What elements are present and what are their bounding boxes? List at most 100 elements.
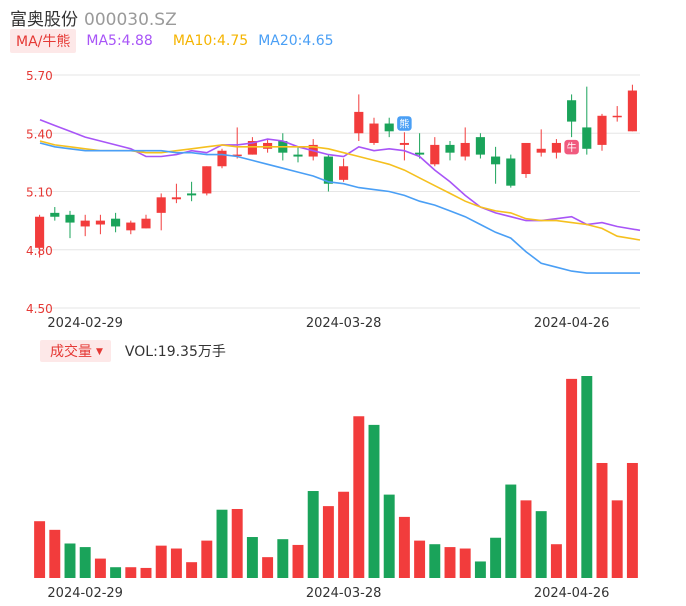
candle-body xyxy=(95,220,105,225)
signal-badge xyxy=(562,138,581,156)
candle-body xyxy=(293,154,303,157)
volume-bar xyxy=(581,376,593,578)
ma10-line xyxy=(39,140,641,241)
volume-bar xyxy=(566,378,578,578)
ma5-line xyxy=(39,118,641,232)
volume-bar xyxy=(216,509,228,578)
stock-code: 000030.SZ xyxy=(84,10,177,30)
volume-bar xyxy=(246,537,258,578)
volume-bar xyxy=(383,494,395,578)
ma5-label: MA5:4.88 xyxy=(86,33,153,49)
candle-body xyxy=(111,218,121,227)
volume-bar xyxy=(444,547,456,578)
candle-body xyxy=(323,156,333,184)
candle-body xyxy=(612,115,622,118)
volume-bar xyxy=(307,491,319,578)
volume-bars xyxy=(34,376,638,578)
volume-x-tick-label: 2024-04-26 xyxy=(534,586,610,601)
volume-indicator-dropdown[interactable]: 成交量 ▼ xyxy=(40,340,111,362)
volume-bar xyxy=(34,521,46,578)
stock-title: 富奥股份 000030.SZ xyxy=(10,5,177,30)
volume-x-tick-label: 2024-02-29 xyxy=(47,586,123,601)
candle-body xyxy=(521,142,531,175)
volume-bar xyxy=(170,548,182,578)
price-tick-label: 5.40 xyxy=(26,127,53,141)
ma-lines xyxy=(39,118,641,274)
volume-bar xyxy=(277,539,289,578)
price-tick-label: 4.50 xyxy=(26,302,53,316)
price-tick-label: 5.70 xyxy=(26,69,53,83)
candle-body xyxy=(141,218,151,229)
volume-bar xyxy=(94,558,106,578)
ma-toggle-button[interactable]: MA/牛熊 xyxy=(10,29,77,53)
volume-legend: 成交量 ▼ VOL:19.35万手 xyxy=(40,340,226,362)
candlestick-series xyxy=(35,84,637,258)
signal-label: 牛 xyxy=(567,141,577,154)
price-axis: 5.705.405.104.804.50 xyxy=(26,69,53,316)
caret-down-icon: ▼ xyxy=(96,347,103,357)
price-x-axis: 2024-02-29 2024-03-28 2024-04-26 xyxy=(47,316,609,331)
candle-body xyxy=(156,197,166,213)
volume-bar xyxy=(414,540,426,578)
volume-bar xyxy=(231,508,243,578)
volume-bar xyxy=(201,540,213,578)
volume-bar xyxy=(459,548,471,578)
volume-dropdown-label: 成交量 xyxy=(50,344,92,360)
volume-bar xyxy=(125,567,137,578)
candle-body xyxy=(217,150,227,167)
volume-bar xyxy=(520,500,532,578)
candle-body xyxy=(232,154,242,157)
volume-bar xyxy=(550,544,562,578)
candle-body xyxy=(247,141,257,155)
signal-markers: 熊牛 xyxy=(395,114,581,156)
volume-bar xyxy=(429,544,441,578)
volume-bar xyxy=(262,557,274,578)
price-x-tick-label: 2024-02-29 xyxy=(47,316,123,331)
candle-body xyxy=(187,193,197,196)
candle-body xyxy=(50,212,60,217)
candle-body xyxy=(582,127,592,149)
candle-body xyxy=(430,144,440,165)
candle-body xyxy=(551,142,561,153)
volume-bar xyxy=(155,545,167,578)
volume-bar xyxy=(626,462,638,578)
volume-bar xyxy=(368,424,380,578)
ma10-label: MA10:4.75 xyxy=(172,33,249,49)
signal-badge xyxy=(395,114,414,133)
candle-body xyxy=(536,148,546,153)
volume-bar xyxy=(110,567,122,578)
candle-body xyxy=(339,166,349,180)
volume-bar xyxy=(474,561,486,578)
candle-body xyxy=(384,123,394,132)
candle-body xyxy=(597,115,607,145)
price-x-tick-label: 2024-04-26 xyxy=(534,316,610,331)
volume-bar xyxy=(505,484,517,578)
volume-bar xyxy=(322,506,334,578)
candle-body xyxy=(567,100,577,122)
candle-body xyxy=(126,222,136,231)
candle-body xyxy=(354,111,364,134)
candle-body xyxy=(202,166,212,194)
volume-bar xyxy=(79,547,91,578)
volume-bar xyxy=(353,416,365,578)
candle-body xyxy=(35,216,45,248)
volume-x-tick-label: 2024-03-28 xyxy=(306,586,382,601)
ma-legend: MA/牛熊 MA5:4.88 MA10:4.75 MA20:4.65 xyxy=(10,29,334,53)
candle-body xyxy=(369,123,379,143)
volume-bar xyxy=(64,543,76,578)
price-grid xyxy=(32,74,640,309)
price-tick-label: 5.10 xyxy=(26,186,53,200)
candle-body xyxy=(415,152,425,155)
volume-x-axis: 2024-02-29 2024-03-28 2024-04-26 xyxy=(47,586,609,601)
candle-body xyxy=(475,137,485,155)
candle-body xyxy=(491,156,501,165)
candle-body xyxy=(399,142,409,145)
volume-bar xyxy=(186,562,198,578)
candle-body xyxy=(506,158,516,186)
volume-value: VOL:19.35万手 xyxy=(124,344,226,360)
candle-body xyxy=(263,142,273,149)
volume-bar xyxy=(398,516,410,578)
volume-bar xyxy=(611,500,623,578)
candle-body xyxy=(460,142,470,157)
